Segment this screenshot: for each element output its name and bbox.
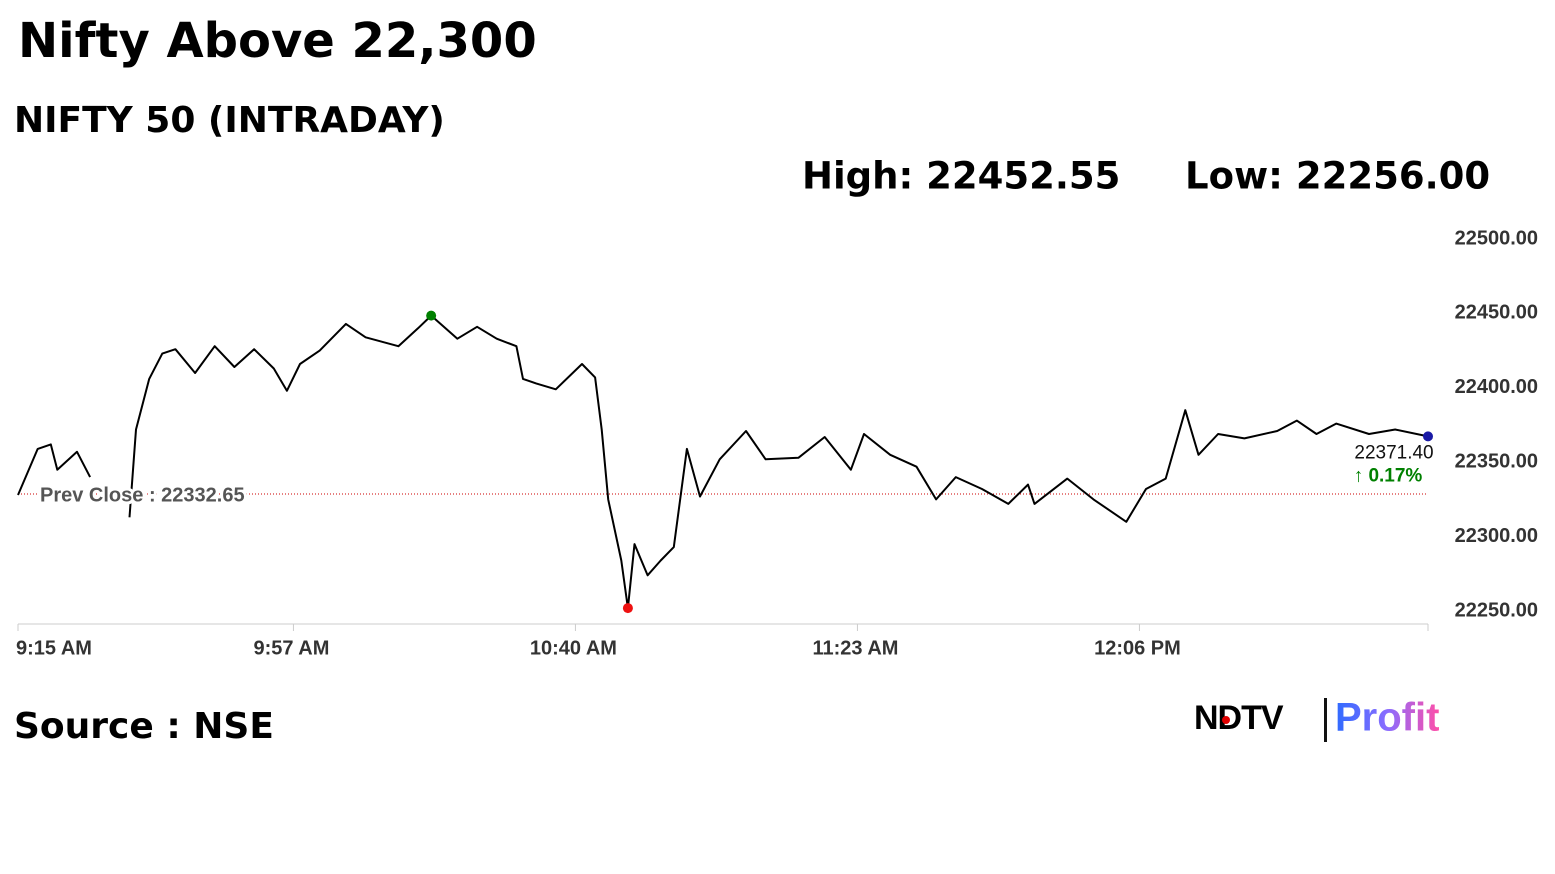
- last-marker: [1423, 431, 1433, 442]
- x-tick-label: 9:57 AM: [253, 637, 329, 659]
- logo-divider: [1324, 698, 1327, 742]
- y-tick-label: 22350.00: [1455, 450, 1538, 472]
- prev-close-label: Prev Close : 22332.65: [40, 484, 245, 506]
- low-marker: [622, 603, 633, 614]
- high-marker: [426, 310, 437, 321]
- low-label: Low: 22256.00: [1185, 155, 1490, 198]
- x-tick-label: 12:06 PM: [1094, 637, 1181, 659]
- logo-brand: NDTV: [1194, 699, 1284, 737]
- chart-subtitle: NIFTY 50 (INTRADAY): [14, 100, 445, 141]
- y-tick-label: 22300.00: [1455, 525, 1538, 547]
- price-line: [128, 314, 1429, 610]
- price-line: [17, 443, 91, 496]
- source: Source : NSE: [14, 706, 274, 747]
- y-tick-label: 22450.00: [1455, 302, 1538, 324]
- y-tick-label: 22500.00: [1455, 227, 1538, 249]
- x-tick-label: 9:15 AM: [16, 637, 92, 659]
- last-value-label: 22371.40: [1354, 442, 1433, 463]
- x-tick-label: 11:23 AM: [812, 637, 898, 659]
- logo: NDTV Profit: [1194, 696, 1439, 742]
- high-label: High: 22452.55: [802, 155, 1120, 198]
- change-label: ↑ 0.17%: [1354, 465, 1423, 486]
- y-tick-label: 22400.00: [1455, 376, 1538, 398]
- x-tick-label: 10:40 AM: [530, 637, 617, 659]
- y-tick-label: 22250.00: [1455, 599, 1538, 621]
- logo-product: Profit: [1335, 696, 1439, 740]
- chart-title: Nifty Above 22,300: [18, 13, 537, 69]
- logo-dot: [1222, 716, 1230, 724]
